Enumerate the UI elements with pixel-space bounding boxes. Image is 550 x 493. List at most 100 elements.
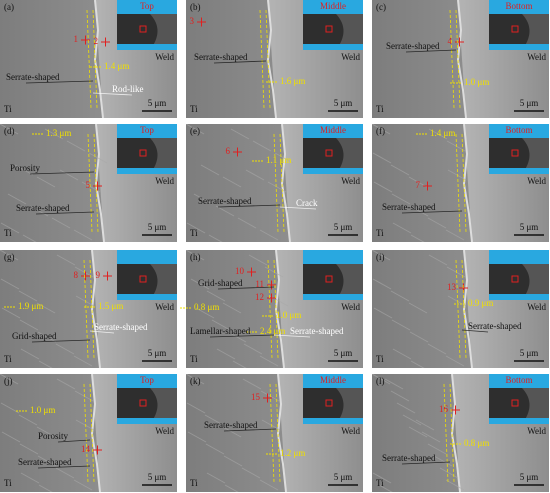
inset-bead [303, 138, 344, 174]
measure-label: 0.8 μm [194, 302, 219, 312]
interlayer [273, 133, 285, 233]
texture [427, 343, 447, 355]
texture [37, 455, 57, 467]
texture [261, 419, 281, 431]
texture [37, 331, 57, 343]
inset-marker [511, 25, 519, 33]
ti-label: Ti [376, 228, 384, 238]
panel-label: (j) [4, 376, 13, 386]
texture [186, 124, 205, 135]
texture [421, 431, 441, 443]
scale-label: 5 μm [520, 348, 539, 358]
texture [1, 431, 21, 443]
texture [222, 426, 242, 438]
texture [56, 378, 76, 390]
inset-bead [489, 388, 530, 424]
inset-bottom [117, 294, 177, 300]
panel-label: (g) [4, 252, 15, 262]
ti-label: Ti [4, 354, 12, 364]
point-label: 14 [81, 444, 91, 454]
annotation-arrow [217, 286, 275, 290]
texture [409, 331, 429, 343]
weld-label: Weld [527, 426, 546, 436]
texture [1, 307, 21, 319]
point-cross [197, 17, 206, 27]
panel: Top (d) Ti Weld 5 μm 5 1.3 μm Porosity Serrate-s… [0, 124, 177, 242]
texture [36, 426, 56, 438]
texture [186, 222, 206, 234]
texture [204, 414, 224, 426]
texture [36, 176, 56, 188]
texture [216, 348, 236, 360]
texture [372, 472, 392, 484]
texture [0, 374, 19, 385]
point-label: 6 [226, 146, 231, 156]
interlayer [455, 133, 467, 233]
panel: Bottom (f) Ti Weld 5 μm 7 1.4 μm Serrate-shaped [372, 124, 549, 242]
measure-label: 0.8 μm [464, 438, 489, 448]
interlayer [443, 383, 455, 483]
texture [259, 479, 279, 491]
point-label: 2 [94, 36, 99, 46]
inset-bead [303, 14, 344, 50]
texture [205, 443, 225, 455]
measure-label: 1.0 μm [464, 77, 489, 87]
texture [372, 250, 391, 261]
inset-bead [489, 264, 530, 300]
annotation-arrow [461, 329, 489, 333]
texture [224, 484, 239, 492]
point-label: 10 [235, 266, 245, 276]
micrograph [186, 0, 363, 118]
panel-label: (e) [190, 126, 200, 136]
ti-label: Ti [376, 104, 384, 114]
texture [55, 467, 75, 479]
texture [243, 343, 263, 355]
point-cross [267, 293, 276, 303]
texture [18, 290, 38, 302]
scale-label: 5 μm [334, 98, 353, 108]
inset-marker [325, 25, 333, 33]
scale-label: 5 μm [520, 98, 539, 108]
point-cross [263, 393, 272, 403]
inset-label: Bottom [505, 125, 532, 135]
scale-label: 5 μm [334, 472, 353, 482]
ti-label: Ti [4, 228, 12, 238]
texture [75, 419, 95, 431]
texture [428, 128, 448, 140]
annotation-arrow [37, 465, 91, 469]
inset-bead [117, 264, 158, 300]
inset-bottom [303, 294, 363, 300]
inset-bottom [117, 168, 177, 174]
measure-label: 1.4 μm [104, 61, 129, 71]
texture [372, 278, 392, 290]
panel: Top (a) Ti Weld 5 μm 1 2 1.4 μm Serrate-shaped Ro… [0, 0, 177, 118]
micrograph [186, 250, 363, 368]
inset [117, 124, 177, 174]
annotation: Serrate-shaped [468, 321, 522, 331]
panel: (g) Ti Weld 5 μm 8 9 1.9 μm 1.5 μm Grid-shaped Se… [0, 250, 177, 368]
inset [489, 124, 549, 174]
inset [489, 0, 549, 50]
panel-label: (f) [376, 126, 385, 136]
inset [303, 374, 363, 424]
inset-sky [489, 124, 549, 138]
inset-marker [139, 275, 147, 283]
panel-label: (d) [4, 126, 15, 136]
texture [248, 254, 268, 266]
inset-bead [303, 388, 344, 424]
ti-label: Ti [190, 478, 198, 488]
inset-marker [511, 399, 519, 407]
ti-label: Ti [190, 354, 198, 364]
texture [227, 331, 247, 343]
inset-bottom [117, 44, 177, 50]
annotation: Serrate-shaped [94, 322, 148, 332]
texture [264, 266, 284, 278]
point-label: 7 [416, 180, 421, 190]
point-cross [451, 405, 460, 415]
texture [193, 193, 213, 205]
panel-label: (i) [376, 252, 385, 262]
inset-bottom [303, 418, 363, 424]
measure-label: 1.2 μm [280, 448, 305, 458]
texture [408, 426, 428, 438]
annotation: Crack [296, 198, 318, 208]
